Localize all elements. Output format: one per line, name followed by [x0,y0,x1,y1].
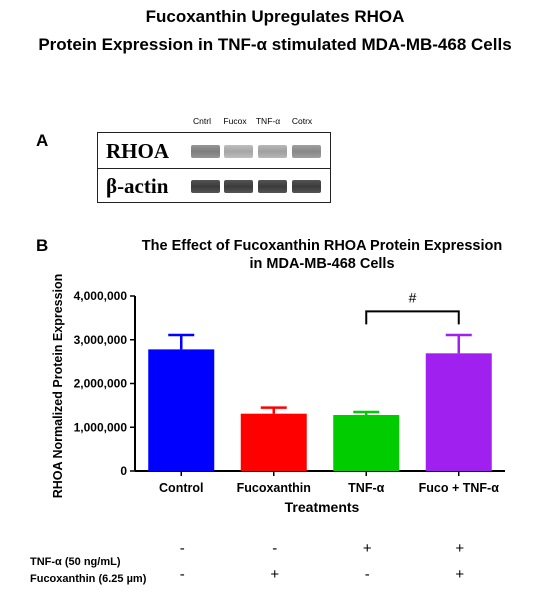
treatment-sign: - [179,566,185,583]
significance-bracket [365,310,460,325]
figure-title-line2: Protein Expression in TNF-α stimulated M… [38,35,512,54]
rhoa-bar-chart: The Effect of Fucoxanthin RHOA Protein E… [51,238,505,515]
beta-actin-band [191,180,220,193]
panel-a-label: A [36,131,49,150]
rhoa-row-label: RHOA [106,139,169,163]
lane-label-cntrl: Cntrl [193,116,211,126]
treatment-sign: - [272,540,278,557]
treatment-label: TNF-α (50 ng/mL) [30,556,121,568]
lane-label-cotrx: Cotrx [291,116,313,126]
rhoa-band [224,145,253,158]
beta-actin-band [224,180,253,193]
chart-title-line1: The Effect of Fucoxanthin RHOA Protein E… [142,238,502,254]
treatment-sign: + [362,540,372,557]
treatment-sign: + [455,566,465,583]
bar [148,349,215,471]
y-axis-label: RHOA Normalized Protein Expression [51,274,65,499]
lane-label-tnf: TNF-α [255,116,281,126]
y-tick-label: 3,000,000 [74,333,128,347]
x-tick-label: Fuco + TNF-α [419,481,500,495]
rhoa-band [258,145,287,158]
treatment-sign: + [455,540,465,557]
rhoa-band [292,145,321,158]
chart-title-line2: in MDA-MB-468 Cells [249,256,394,272]
beta-actin-band [292,180,321,193]
treatment-label: Fucoxanthin (6.25 µm) [30,573,147,585]
beta-actin-row-label: β-actin [106,174,169,198]
figure-title-line1: Fucoxanthin Upregulates RHOA [145,7,405,26]
x-tick-label: TNF-α [348,481,384,495]
treatment-sign: - [179,540,185,557]
significance-marker: # [409,289,417,305]
rhoa-band [191,145,220,158]
beta-actin-band [258,180,287,193]
y-tick-label: 4,000,000 [74,289,128,303]
bar [333,415,400,471]
rhoa-blot-row: RHOA [97,132,331,169]
y-tick-label: 2,000,000 [74,377,128,391]
bar [240,413,307,471]
y-tick-label: 1,000,000 [74,420,128,434]
treatment-sign: + [270,566,280,583]
panel-b-label: B [36,236,49,255]
x-tick-label: Control [159,481,203,495]
lane-label-fucox: Fucox [223,116,247,126]
bar [425,353,492,471]
y-tick-label: 0 [120,464,127,478]
treatment-sign: - [364,566,370,583]
x-tick-label: Fucoxanthin [237,481,311,495]
x-axis-label: Treatments [285,499,360,515]
beta-actin-blot-row: β-actin [97,168,331,203]
